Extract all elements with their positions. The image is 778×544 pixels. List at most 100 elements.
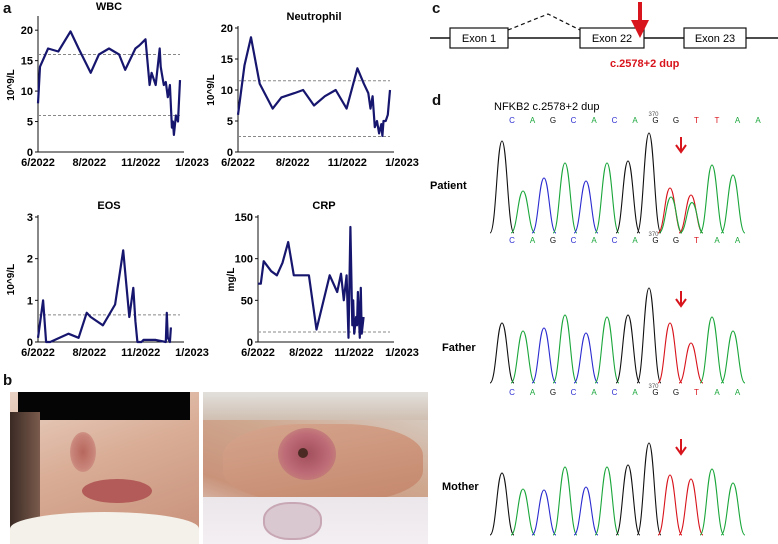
peak [699, 468, 725, 536]
y-tick-label: 3 [27, 212, 33, 224]
y-tick-label: 150 [235, 212, 253, 224]
peak [636, 442, 662, 536]
base-letter: A [591, 116, 597, 125]
y-axis-label: mg/L [226, 268, 237, 292]
lesion-center [298, 448, 308, 458]
y-tick-label: 1 [27, 295, 33, 307]
base-letter: G [550, 388, 556, 397]
y-tick-label: 20 [21, 25, 33, 37]
peak [531, 327, 557, 384]
base-letter: C [612, 236, 618, 245]
exon-23-box [683, 27, 747, 49]
base-letter: T [715, 116, 720, 125]
peak [489, 472, 515, 536]
base-letter: G [673, 388, 679, 397]
base-letter: A [735, 236, 741, 245]
base-letter: G [673, 116, 679, 125]
mutation-marker [675, 291, 687, 308]
y-tick-label: 0 [27, 147, 33, 159]
y-tick-label: 50 [241, 295, 253, 307]
peak [678, 342, 704, 384]
base-letter: A [632, 388, 638, 397]
row-label-patient: Patient [430, 180, 467, 192]
peak [699, 164, 725, 234]
base-letter: T [694, 388, 699, 397]
y-axis-label: 10^9/L [6, 264, 17, 295]
base-letter: T [694, 236, 699, 245]
row-label-father: Father [442, 342, 476, 354]
background-wall [203, 392, 428, 420]
base-letter: C [612, 116, 618, 125]
peak [510, 190, 536, 234]
mother-trace [489, 442, 746, 536]
peak [510, 488, 536, 536]
x-tick-label: 11/2022 [328, 157, 367, 169]
y-tick-label: 0 [247, 337, 253, 349]
base-letter: T [694, 116, 699, 125]
x-tick-label: 1/2023 [385, 157, 419, 169]
peak-overlap [658, 196, 683, 234]
top-base-row: C A G C A C A G G T T A A 370 [509, 112, 761, 125]
chart-title: EOS [97, 200, 120, 212]
sequencing-panel: NFKB2 c.2578+2 dup Patient Father Mother… [430, 101, 761, 536]
exon-23-label: Exon 23 [695, 33, 735, 45]
base-letter: G [550, 236, 556, 245]
peak [531, 489, 557, 536]
series-line [36, 30, 182, 136]
base-letter: G [550, 116, 556, 125]
exon-1-label: Exon 1 [462, 33, 496, 45]
x-tick-label: 11/2022 [121, 347, 160, 359]
exon-1-box [449, 27, 509, 49]
base-letter: A [591, 388, 597, 397]
base-letter: G [652, 116, 658, 125]
base-letter: C [571, 236, 577, 245]
gene-diagram: Exon 1 Exon 22 Exon 23 c.2578+2 dup [430, 2, 778, 70]
father-base-row: C A G C A C A G G T A A 370 [509, 384, 741, 397]
peak [699, 316, 725, 384]
chart-1: Neutrophil 0 5 10 15 20 6/2022 8/2022 11/2022 1/2… [206, 11, 419, 169]
base-letter: C [571, 116, 577, 125]
mutation-marker [675, 137, 687, 154]
position-label: 370 [648, 232, 659, 238]
base-letter: C [571, 388, 577, 397]
toy-item [263, 502, 322, 540]
base-letter: A [591, 236, 597, 245]
y-tick-label: 0 [227, 147, 233, 159]
base-letter: A [714, 236, 720, 245]
marker-head [675, 298, 687, 308]
peak [552, 466, 578, 536]
x-tick-label: 1/2023 [175, 347, 209, 359]
base-letter: A [755, 116, 761, 125]
peak [720, 482, 746, 536]
bib [10, 512, 199, 544]
base-letter: C [509, 116, 515, 125]
peak [531, 177, 557, 234]
sequence-title: NFKB2 c.2578+2 dup [494, 101, 600, 113]
y-tick-label: 0 [27, 337, 33, 349]
splice-dashed-line [507, 13, 581, 31]
marker-head [675, 446, 687, 456]
cheek-lesion [70, 432, 96, 472]
x-tick-label: 8/2022 [73, 347, 107, 359]
series-line [236, 36, 392, 137]
father-trace [489, 287, 746, 384]
series-line [36, 249, 172, 344]
base-letter: C [509, 236, 515, 245]
peak-overlap [679, 202, 704, 234]
x-tick-label: 11/2022 [334, 347, 373, 359]
x-tick-label: 8/2022 [289, 347, 323, 359]
x-tick-label: 6/2022 [221, 157, 255, 169]
base-letter: C [509, 388, 515, 397]
y-axis-label: 10^9/L [6, 69, 17, 100]
peak [657, 322, 683, 384]
base-letter: A [714, 388, 720, 397]
position-label: 370 [648, 384, 659, 390]
peak [615, 160, 641, 234]
x-tick-label: 1/2023 [175, 157, 209, 169]
base-letter: A [530, 116, 536, 125]
series-line [258, 225, 365, 339]
face-photo [10, 392, 199, 544]
peak [615, 464, 641, 536]
chart-title: WBC [96, 1, 122, 13]
